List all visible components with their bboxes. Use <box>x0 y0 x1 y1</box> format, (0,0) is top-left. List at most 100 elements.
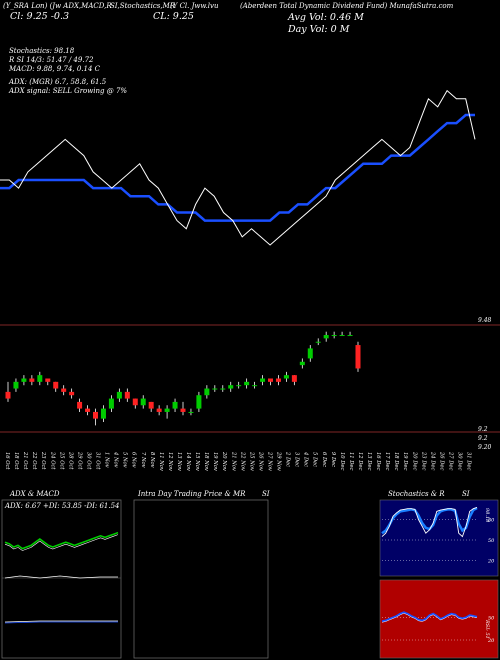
price-label: Cl: 9.25 -0.3 <box>10 11 70 22</box>
intraday-panel <box>133 499 269 659</box>
candle-body <box>307 348 313 359</box>
candle <box>228 381 234 392</box>
price-axis-low-label-1: 9.2 <box>478 426 488 433</box>
candle <box>307 345 313 362</box>
candle <box>93 408 98 426</box>
candle <box>156 405 162 416</box>
rsi-level-label: 20 <box>487 638 495 644</box>
moving-average-line <box>0 113 475 222</box>
price-axis-low-label-3: 9.20 <box>478 444 492 451</box>
header-line1c: (Y Cl. Jww.lvu <box>170 2 219 10</box>
candle <box>347 331 353 337</box>
x-axis-date-label: 10 Dec <box>339 452 345 470</box>
candle <box>299 358 305 369</box>
intraday-panel-title-b: SI <box>262 490 270 498</box>
x-axis-date-label: 4 Dec <box>303 451 309 467</box>
macd-signal-line <box>4 621 118 624</box>
candle <box>323 331 329 342</box>
candle-body <box>299 361 305 366</box>
candle <box>53 381 59 392</box>
candle-body <box>196 395 202 409</box>
x-axis-date-label: 12 Dec <box>357 452 363 470</box>
x-axis-date-label: 26 Nov <box>257 451 263 471</box>
candle-body <box>85 408 91 412</box>
x-axis-date-label: 29 Oct <box>76 451 82 470</box>
candle <box>45 378 51 386</box>
candle <box>61 385 67 396</box>
candle <box>69 388 75 399</box>
candle <box>132 398 138 409</box>
candle-body <box>53 381 59 389</box>
candle-body <box>252 385 258 387</box>
x-axis-date-label: 21 Nov <box>230 451 236 471</box>
candle <box>283 371 289 382</box>
x-axis-date-label: 18 Oct <box>13 452 19 470</box>
candle-body <box>268 378 273 382</box>
adx-panel-values: ADX: 6.67 +DI: 53.85 -DI: 61.54 <box>4 502 120 510</box>
price-axis-low-label-2: 9.2 <box>478 435 488 442</box>
stoch-value-label: 98.18 <box>484 508 490 522</box>
candle-body <box>140 398 146 406</box>
adx-baseline <box>4 575 118 579</box>
x-axis-date-label: 13 Nov <box>176 452 182 471</box>
x-axis-date-label: 25 Oct <box>58 451 64 470</box>
candle <box>148 401 154 412</box>
x-axis-date-label: 22 Nov <box>239 451 245 471</box>
adx-lines <box>4 531 119 624</box>
macd-line <box>4 620 118 623</box>
x-axis-date-label: 2 Dec <box>285 451 291 467</box>
candle-body <box>339 335 345 337</box>
x-axis-date-label: 23 Oct <box>40 451 46 470</box>
candle-body <box>148 401 154 409</box>
x-axis-date-label: 12 Nov <box>167 452 173 471</box>
candle-body <box>291 375 297 382</box>
candle-body <box>283 375 289 379</box>
stoch-level-label: 80 <box>488 518 495 524</box>
candle-body <box>204 388 210 396</box>
x-axis-date-label: 24 Oct <box>49 451 55 470</box>
candle-body <box>108 398 114 409</box>
x-axis-date-label: 8 Nov <box>149 452 155 468</box>
intraday-panel-title: Intra Day Trading Price & MR <box>137 490 246 498</box>
candle <box>124 388 130 402</box>
candle <box>244 378 250 389</box>
candle-body <box>172 401 178 409</box>
candle <box>77 398 83 412</box>
candle <box>100 405 106 422</box>
candle-body <box>331 335 337 337</box>
candle-body <box>69 391 75 396</box>
macd-value: MACD: 9.88, 9.74, 0.14 C <box>9 65 101 73</box>
header-line1b: SI,Stochastics,MR <box>110 2 176 10</box>
price-axis-top-label: 9.48 <box>478 317 492 324</box>
candle <box>140 395 146 409</box>
close-price-line <box>0 89 476 246</box>
candle <box>116 388 122 402</box>
candle <box>13 378 19 392</box>
candle-body <box>77 401 83 409</box>
candle-body <box>275 378 281 382</box>
candle-body <box>323 335 329 339</box>
adx-panel <box>1 499 122 659</box>
candle <box>339 331 345 337</box>
candle-body <box>5 391 11 399</box>
candle <box>180 401 186 416</box>
candle-body <box>93 411 98 419</box>
avg-volume-label: Avg Vol: 0.46 M <box>288 12 364 23</box>
x-axis-date-label: 5 Nov <box>122 452 128 468</box>
x-axis-date-label: 18 Dec <box>393 452 399 470</box>
x-axis-date-label: 23 Dec <box>420 451 426 470</box>
candle-body <box>228 385 234 389</box>
rsi-value: R SI 14/3: 51.47 / 49.72 <box>9 56 94 64</box>
x-axis-date-label: 21 Oct <box>22 451 28 470</box>
candle-body <box>132 398 138 406</box>
candle <box>291 375 297 386</box>
stochastics-lines: 80 50 20 98.18 <box>381 506 495 564</box>
candle <box>5 381 11 402</box>
candle <box>37 371 43 386</box>
x-axis-date-label: 20 Dec <box>411 451 417 470</box>
x-axis-date-label: 29 Nov <box>276 451 282 471</box>
x-axis-date-label: 6 Dec <box>321 452 327 467</box>
candle <box>29 375 35 386</box>
